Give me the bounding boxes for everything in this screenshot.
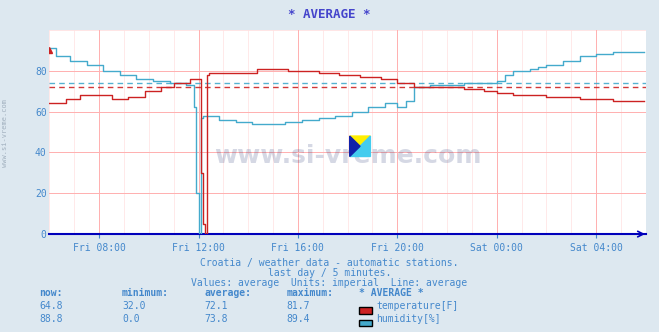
Polygon shape [350,136,370,156]
Text: 64.8: 64.8 [40,301,63,311]
Text: 89.4: 89.4 [287,314,310,324]
Text: Values: average  Units: imperial  Line: average: Values: average Units: imperial Line: av… [191,278,468,288]
Text: 88.8: 88.8 [40,314,63,324]
Text: www.si-vreme.com: www.si-vreme.com [214,144,481,168]
Text: humidity[%]: humidity[%] [376,314,441,324]
Text: * AVERAGE *: * AVERAGE * [359,288,424,298]
Text: 72.1: 72.1 [204,301,228,311]
Polygon shape [350,136,370,156]
Text: now:: now: [40,288,63,298]
Text: temperature[F]: temperature[F] [376,301,459,311]
Text: maximum:: maximum: [287,288,333,298]
Text: 81.7: 81.7 [287,301,310,311]
Text: last day / 5 minutes.: last day / 5 minutes. [268,268,391,278]
Polygon shape [350,136,360,156]
Text: Croatia / weather data - automatic stations.: Croatia / weather data - automatic stati… [200,258,459,268]
Text: www.si-vreme.com: www.si-vreme.com [2,99,9,167]
Text: average:: average: [204,288,251,298]
Text: minimum:: minimum: [122,288,169,298]
Text: * AVERAGE *: * AVERAGE * [288,8,371,21]
Text: 0.0: 0.0 [122,314,140,324]
Text: 73.8: 73.8 [204,314,228,324]
Text: 32.0: 32.0 [122,301,146,311]
